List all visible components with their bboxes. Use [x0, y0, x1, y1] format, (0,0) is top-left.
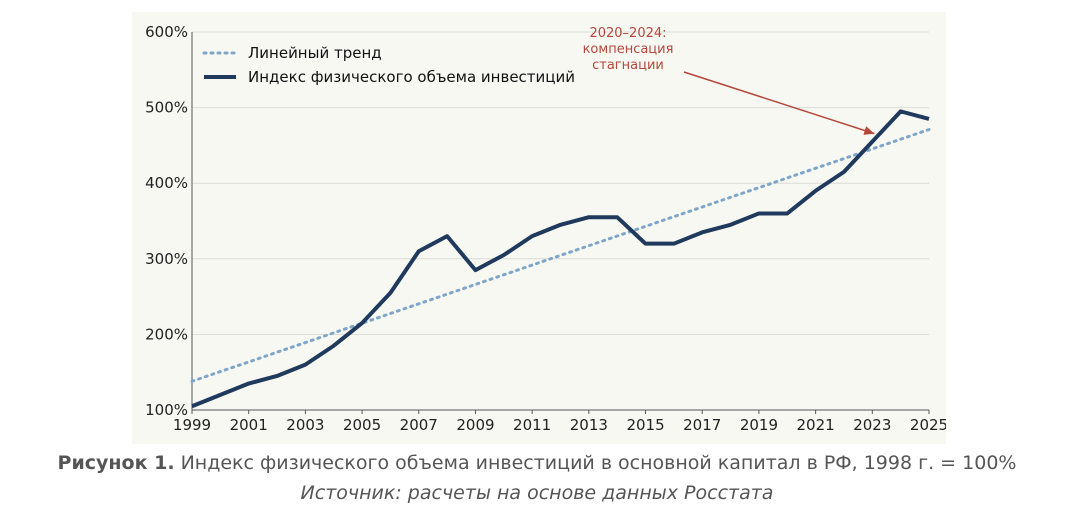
y-tick-label: 600%: [145, 23, 188, 41]
x-tick-label: 1999: [173, 416, 211, 434]
x-tick-label: 2003: [286, 416, 324, 434]
trend-line: [190, 128, 931, 383]
annotation-text-line: 2020–2024:: [589, 26, 666, 41]
x-tick-label: 2013: [570, 416, 608, 434]
annotation-text-line: стагнации: [592, 58, 664, 73]
y-tick-label: 200%: [145, 325, 188, 343]
figure-source: Источник: расчеты на основе данных Росст…: [300, 482, 774, 504]
chart-panel: 100% 200% 300% 400% 500% 600% 1999 2001 2003 2005…: [132, 12, 946, 444]
x-tick-label: 2007: [400, 416, 438, 434]
legend-layer: Линейный тренд Индекс физического объема …: [202, 44, 575, 86]
x-tick-label: 2015: [626, 416, 664, 434]
x-tick-label: 2011: [513, 416, 551, 434]
x-tick-label: 2005: [343, 416, 381, 434]
chart-svg: 100% 200% 300% 400% 500% 600% 1999 2001 2003 2005…: [145, 23, 946, 434]
y-tick-label: 300%: [145, 250, 188, 268]
annotation-text-line: компенсация: [583, 42, 674, 57]
caption-text: Индекс физического объема инвестиций в о…: [174, 452, 1017, 474]
grid-layer: [192, 31, 929, 411]
caption-label: Рисунок 1.: [57, 452, 175, 474]
axis-layer: 100% 200% 300% 400% 500% 600% 1999 2001 2003 2005…: [145, 23, 946, 434]
y-tick-label: 500%: [145, 99, 188, 117]
series-layer: [190, 109, 931, 409]
x-tick-label: 2001: [230, 416, 268, 434]
x-tick-label: 2021: [797, 416, 835, 434]
investment-index-line: [191, 109, 930, 409]
legend-label-index: Индекс физического объема инвестиций: [248, 68, 575, 86]
x-tick-label: 2009: [456, 416, 494, 434]
y-tick-label: 400%: [145, 174, 188, 192]
y-tick-label: 100%: [145, 401, 188, 419]
annotation-arrow-head: [863, 126, 875, 135]
annotation-arrow-line: [683, 71, 875, 135]
x-tick-label: 2025: [910, 416, 946, 434]
legend-label-trend: Линейный тренд: [248, 44, 382, 62]
figure-caption: Рисунок 1. Индекс физического объема инв…: [0, 452, 1074, 474]
x-tick-label: 2019: [740, 416, 778, 434]
x-tick-label: 2023: [853, 416, 891, 434]
x-tick-label: 2017: [683, 416, 721, 434]
